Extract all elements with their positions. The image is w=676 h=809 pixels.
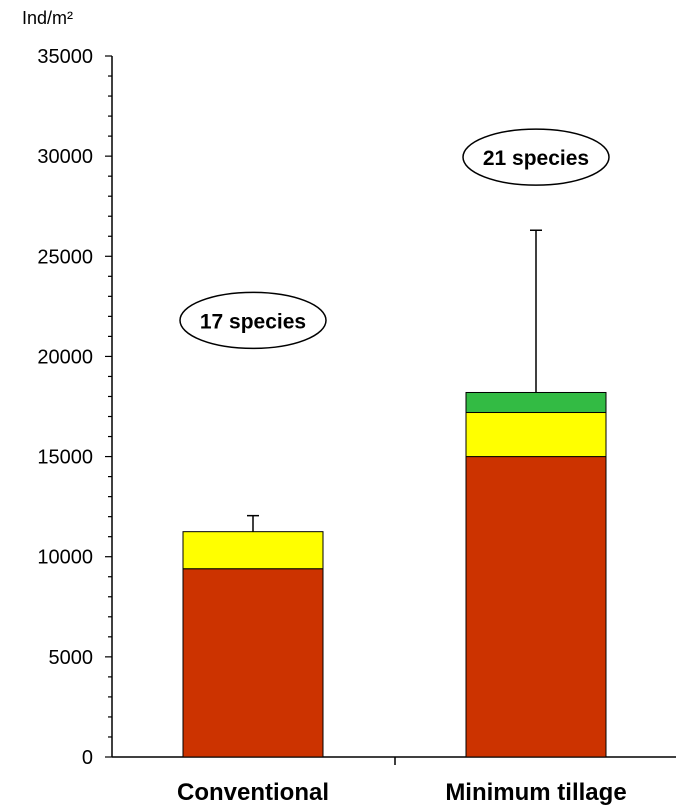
x-category-label: Conventional [177,779,329,806]
x-category-label: Minimum tillage [445,779,626,806]
error-bars [247,229,542,532]
error-bar [247,514,259,532]
species-annotation-label: 17 species [200,310,306,333]
bar-segment [182,568,324,758]
y-tick-label: 5000 [49,647,94,669]
error-bar [530,229,542,393]
bar-segment [182,531,324,570]
species-annotation: 17 species [179,291,327,350]
annotations: 17 species 21 species [179,128,610,350]
species-annotation-label: 21 species [483,147,589,170]
bars [182,391,607,758]
y-tick-label: 15000 [37,447,93,469]
bar-segment [465,456,607,758]
y-tick-label: 30000 [37,146,93,168]
bar-segment [465,391,607,414]
x-axis-labels: Conventional Minimum tillage [177,779,627,806]
y-tick-label: 10000 [37,547,93,569]
y-tick-label: 0 [82,747,93,769]
y-axis-ticks: 0 5000 10000 15000 20000 25000 30000 35000 [37,46,112,769]
y-tick-label: 20000 [37,346,93,368]
y-tick-label: 35000 [37,46,93,68]
bar-segment [465,412,607,458]
species-annotation: 21 species [462,128,610,186]
y-axis-unit-label: Ind/m² [22,8,73,28]
y-tick-label: 25000 [37,246,93,268]
